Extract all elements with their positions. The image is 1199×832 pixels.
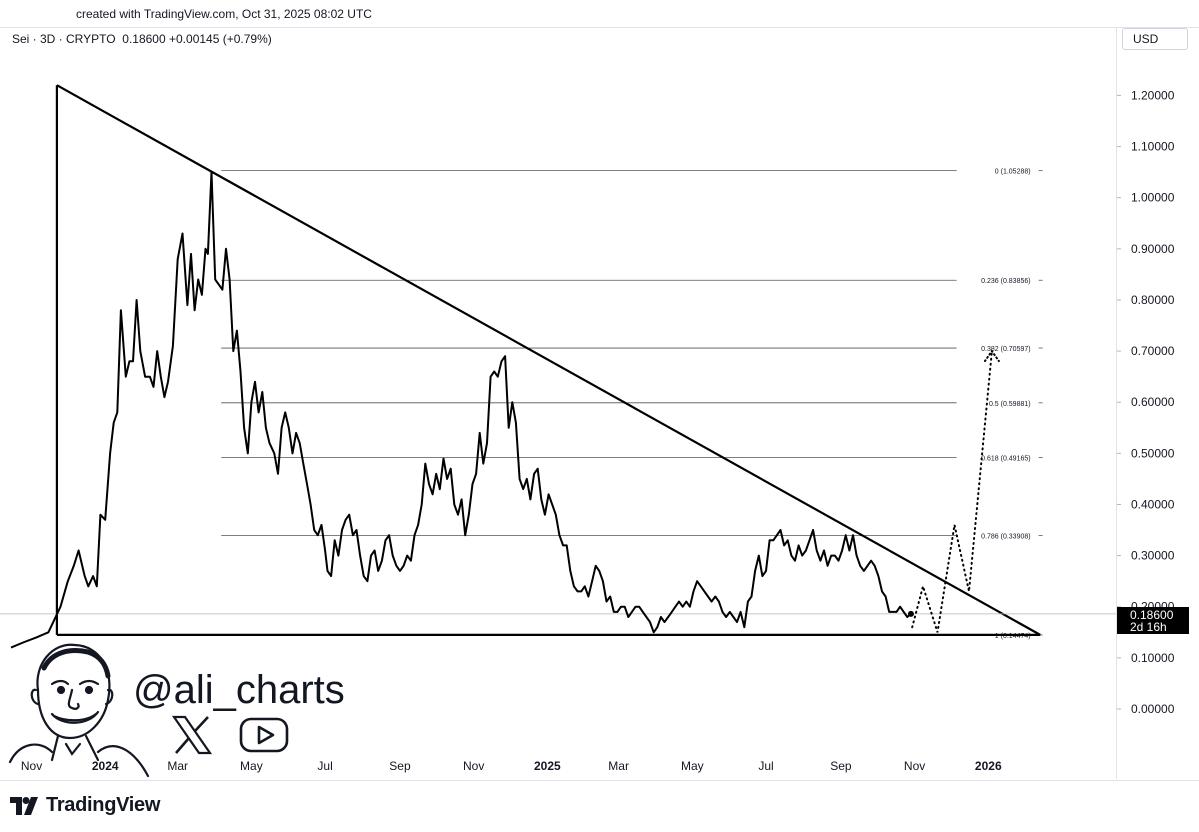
price-tag-countdown: 2d 16h: [1130, 620, 1167, 634]
symbol-name: Sei · 3D · CRYPTO: [12, 32, 116, 46]
last-price: 0.18600: [122, 32, 166, 46]
y-tick-label: 0.30000: [1131, 549, 1175, 563]
currency-button[interactable]: USD: [1122, 28, 1188, 50]
price-series: [0, 171, 1116, 649]
fibonacci-retracement[interactable]: 0 (1.05288) 0.236 (0.83856) 0.382 (0.70597…: [221, 169, 1043, 640]
tradingview-logo-icon: [10, 796, 38, 815]
x-tick-label: Mar: [167, 759, 188, 773]
price-axis-separator: [1116, 27, 1117, 779]
created-caption: created with TradingView.com, Oct 31, 20…: [76, 7, 372, 21]
x-tick-label: Sep: [389, 759, 411, 773]
brand-name: TradingView: [46, 794, 161, 816]
fib-level-label: 0.382 (0.70597): [981, 346, 1030, 353]
tradingview-brand[interactable]: TradingView: [10, 794, 160, 817]
price-tag-background: [1117, 607, 1189, 634]
y-tick-label: 1.10000: [1131, 140, 1175, 154]
x-tick-label: Sep: [830, 759, 852, 773]
symbol-info: Sei · 3D · CRYPTO 0.18600 +0.00145 (+0.7…: [12, 32, 272, 46]
y-tick-label: 0.10000: [1131, 651, 1175, 665]
fib-level-label: 0 (1.05288): [995, 169, 1031, 176]
last-price-marker: [907, 610, 914, 617]
sei-price-line: [10, 171, 912, 649]
y-tick-label: 0.50000: [1131, 446, 1175, 460]
x-logo-icon: [170, 715, 214, 760]
y-tick-label: 1.20000: [1131, 88, 1175, 102]
triangle-trendline: [56, 84, 1041, 636]
y-tick-label: 1.00000: [1131, 191, 1175, 205]
chart-frame: [0, 27, 1199, 781]
projection-path: [911, 350, 993, 633]
projection-arrowhead: [983, 349, 1000, 363]
price-change: +0.00145 (+0.79%): [169, 32, 272, 46]
x-tick-label: 2025: [534, 759, 561, 773]
trendlines[interactable]: [55, 84, 1041, 636]
x-tick-label: Nov: [21, 759, 42, 773]
x-tick-label: Mar: [608, 759, 629, 773]
y-tick-label: 0.60000: [1131, 395, 1175, 409]
caricature-avatar: [8, 643, 150, 778]
x-tick-label: 2024: [92, 759, 119, 773]
time-axis[interactable]: Nov 2024 Mar May Jul Sep Nov 2025 Mar May Jul Sep No…: [21, 759, 1002, 773]
fib-level-label: 0.786 (0.33908): [981, 534, 1030, 541]
x-tick-label: Nov: [463, 759, 484, 773]
y-tick-label: 0.40000: [1131, 497, 1175, 511]
fib-level-label: 1 (0.14474): [995, 633, 1031, 640]
price-axis[interactable]: 0.000000.100000.200000.300000.400000.500…: [1117, 88, 1175, 716]
price-tag: 0.18600 2d 16h: [1117, 607, 1189, 634]
x-tick-label: Jul: [758, 759, 773, 773]
x-tick-label: Nov: [904, 759, 925, 773]
y-tick-label: 0.90000: [1131, 242, 1175, 256]
y-tick-label: 0.80000: [1131, 293, 1175, 307]
fib-level-label: 0.236 (0.83856): [981, 278, 1030, 285]
price-tag-value: 0.18600: [1130, 608, 1174, 622]
y-tick-label: 0.00000: [1131, 702, 1175, 716]
youtube-icon: [238, 715, 292, 760]
x-tick-label: May: [240, 759, 263, 773]
fib-level-label: 0.618 (0.49165): [981, 456, 1030, 463]
x-tick-label: Jul: [317, 759, 332, 773]
x-tick-label: May: [681, 759, 704, 773]
fib-level-label: 0.5 (0.59881): [989, 401, 1031, 408]
watermark-handle: @ali_charts: [133, 668, 345, 712]
y-tick-label: 0.70000: [1131, 344, 1175, 358]
x-tick-label: 2026: [975, 759, 1002, 773]
